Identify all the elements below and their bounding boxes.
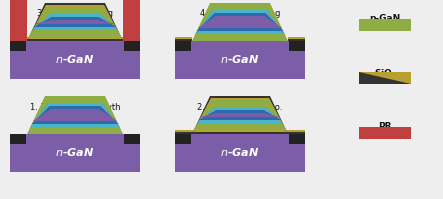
- Bar: [359, 19, 411, 31]
- Bar: [175, 130, 305, 134]
- Polygon shape: [29, 7, 121, 37]
- Polygon shape: [34, 17, 117, 27]
- Bar: [124, 41, 140, 51]
- Bar: [10, 37, 140, 41]
- Text: $n$-GaN: $n$-GaN: [55, 53, 95, 65]
- Bar: [288, 39, 305, 41]
- Bar: [175, 134, 191, 144]
- Text: 4. BOE wet etching: 4. BOE wet etching: [200, 9, 280, 18]
- Bar: [124, 134, 140, 144]
- Polygon shape: [198, 16, 282, 28]
- Polygon shape: [200, 113, 280, 117]
- Polygon shape: [33, 109, 117, 121]
- Polygon shape: [27, 96, 123, 134]
- Polygon shape: [193, 98, 287, 132]
- Bar: [359, 127, 411, 139]
- Text: 3. PR spin-coating: 3. PR spin-coating: [37, 9, 113, 18]
- Bar: [175, 41, 191, 51]
- Polygon shape: [32, 14, 118, 30]
- Polygon shape: [195, 10, 285, 34]
- Polygon shape: [194, 100, 286, 130]
- Polygon shape: [194, 100, 286, 130]
- Polygon shape: [359, 72, 411, 84]
- Bar: [10, 41, 26, 51]
- Bar: [175, 39, 192, 41]
- Polygon shape: [34, 17, 117, 27]
- Text: $n$-GaN: $n$-GaN: [220, 146, 260, 158]
- Bar: [289, 41, 305, 51]
- Bar: [289, 134, 305, 144]
- Polygon shape: [197, 107, 283, 123]
- Polygon shape: [32, 14, 118, 30]
- Polygon shape: [198, 110, 281, 120]
- Polygon shape: [27, 3, 123, 41]
- Polygon shape: [33, 109, 117, 121]
- Bar: [123, 0, 140, 41]
- Bar: [175, 41, 305, 79]
- Polygon shape: [30, 103, 120, 127]
- Bar: [10, 39, 140, 41]
- Polygon shape: [32, 106, 118, 124]
- Bar: [289, 41, 305, 51]
- Polygon shape: [359, 72, 411, 84]
- Bar: [175, 37, 192, 41]
- Text: $n$-GaN: $n$-GaN: [220, 53, 260, 65]
- Bar: [10, 134, 26, 144]
- Bar: [175, 132, 305, 134]
- Bar: [289, 134, 305, 144]
- Text: 1. Full 3D LED growth: 1. Full 3D LED growth: [30, 103, 120, 112]
- Bar: [124, 41, 140, 51]
- Text: $n$-GaN: $n$-GaN: [55, 146, 95, 158]
- Bar: [10, 41, 140, 79]
- Text: SiO$_2$: SiO$_2$: [373, 67, 396, 79]
- Polygon shape: [28, 5, 122, 39]
- Polygon shape: [35, 20, 115, 24]
- Polygon shape: [197, 13, 283, 31]
- Polygon shape: [29, 7, 121, 37]
- Bar: [10, 41, 26, 51]
- Bar: [10, 0, 27, 41]
- Bar: [124, 134, 140, 144]
- Bar: [175, 134, 305, 172]
- Polygon shape: [30, 103, 120, 127]
- Polygon shape: [198, 16, 282, 28]
- Bar: [288, 37, 305, 41]
- Polygon shape: [32, 106, 118, 124]
- Polygon shape: [192, 3, 288, 41]
- Text: PR: PR: [378, 122, 392, 131]
- Polygon shape: [197, 13, 283, 31]
- Polygon shape: [197, 107, 283, 123]
- Bar: [175, 134, 191, 144]
- Bar: [10, 134, 26, 144]
- Bar: [175, 41, 191, 51]
- Text: p-GaN: p-GaN: [369, 14, 400, 23]
- Polygon shape: [195, 10, 285, 34]
- Polygon shape: [192, 96, 288, 134]
- Polygon shape: [35, 20, 115, 24]
- Bar: [10, 134, 140, 172]
- Polygon shape: [198, 110, 281, 120]
- Polygon shape: [200, 113, 280, 117]
- Text: 2. PECVD SiO₂ depo.: 2. PECVD SiO₂ depo.: [197, 103, 283, 112]
